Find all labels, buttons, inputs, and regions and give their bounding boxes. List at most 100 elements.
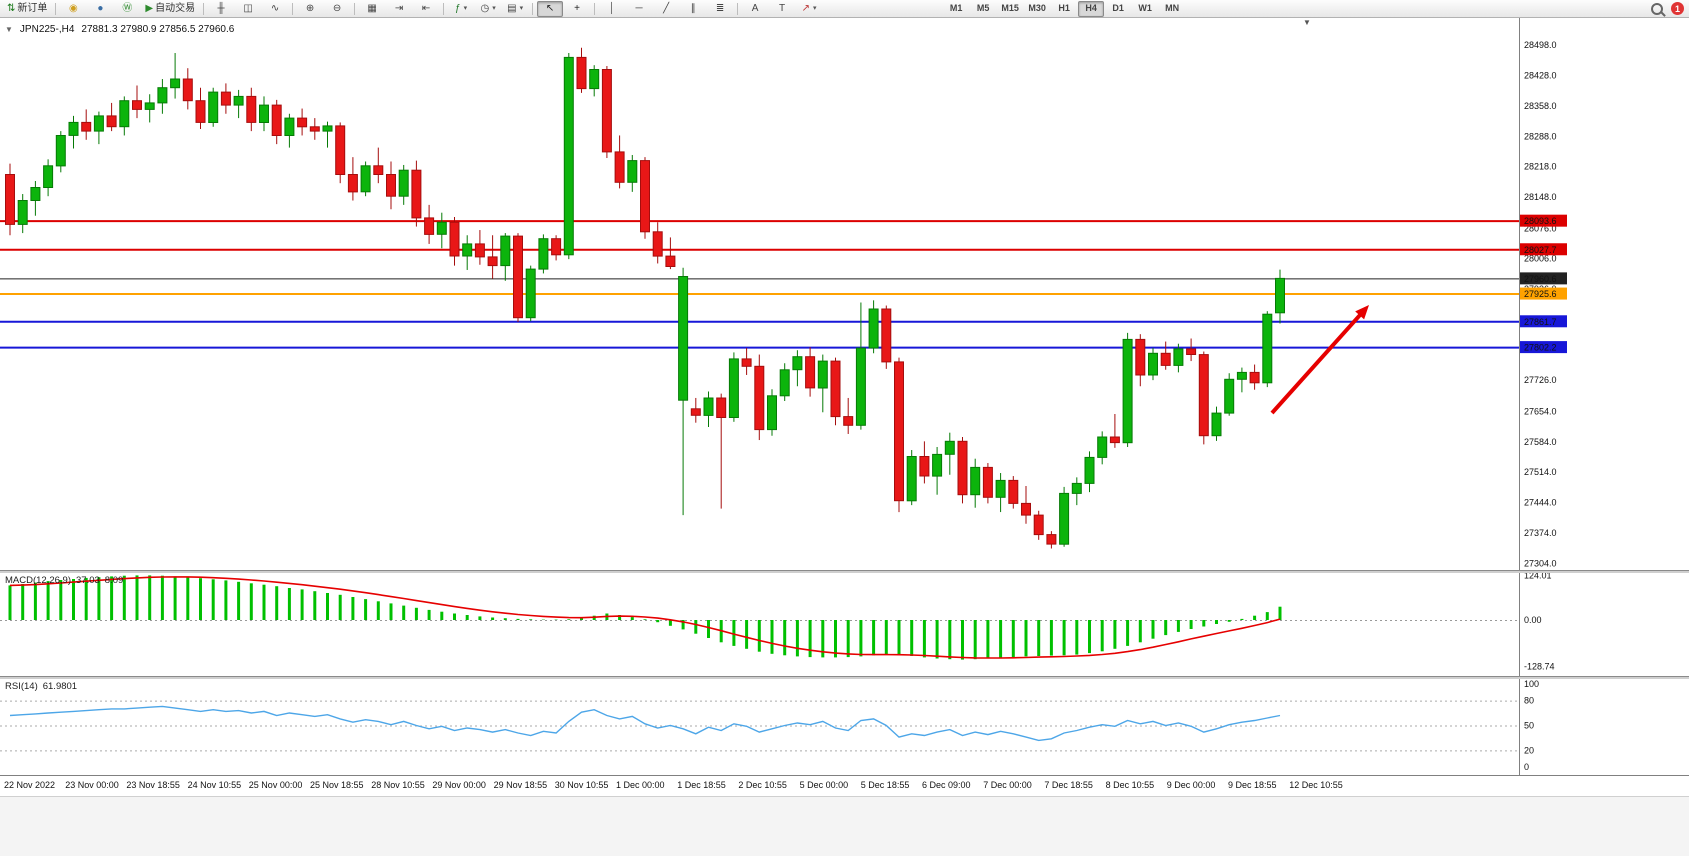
- community-icon[interactable]: ●: [87, 1, 113, 17]
- time-axis-label: 30 Nov 10:55: [554, 780, 609, 790]
- line-chart-icon: ∿: [270, 2, 280, 14]
- timeframe-m30-button[interactable]: M30: [1028, 3, 1046, 13]
- cursor-icon[interactable]: ↖: [537, 0, 564, 17]
- crosshair-icon[interactable]: +: [564, 1, 590, 17]
- svg-text:80: 80: [1524, 696, 1534, 706]
- svg-text:124.01: 124.01: [1524, 573, 1552, 580]
- time-axis-label: 22 Nov 2022: [4, 780, 56, 790]
- svg-text:28093.6: 28093.6: [1524, 216, 1557, 226]
- trend-arrow-annotation[interactable]: [1270, 305, 1369, 415]
- svg-text:27374.0: 27374.0: [1524, 528, 1557, 538]
- text-icon[interactable]: A: [742, 1, 768, 17]
- timeframe-h4-button[interactable]: H4: [1078, 0, 1105, 17]
- price-axis-ticks: 28498.0 28428.0 28358.0 28288.0 28218.0 28148…: [1524, 40, 1557, 568]
- timeframe-mn-button[interactable]: MN: [1165, 3, 1180, 13]
- panel-splitter[interactable]: [0, 570, 1689, 573]
- timeframe-m5-button[interactable]: M5: [976, 3, 990, 13]
- candlestick-series: [5, 47, 1285, 549]
- timeframe-w1-button[interactable]: W1: [1138, 3, 1152, 13]
- new-order-button: ⇅: [7, 2, 16, 14]
- tile-windows-icon: ▦: [367, 2, 377, 14]
- timeframe-d1-button[interactable]: D1: [1112, 3, 1124, 13]
- bottom-strip: [0, 796, 1689, 856]
- price-tag-27861.7[interactable]: 27861.7: [1520, 315, 1567, 328]
- svg-text:27304.0: 27304.0: [1524, 558, 1557, 568]
- price-tag-28093.6[interactable]: 28093.6: [1520, 214, 1567, 227]
- toolbar-right-group: 1: [1651, 2, 1686, 15]
- time-axis[interactable]: 22 Nov 2022 23 Nov 00:00 23 Nov 18:55 24 No…: [0, 775, 1689, 796]
- arrows-tool-icon[interactable]: ↗ ▾: [796, 1, 822, 17]
- time-axis-label: 5 Dec 18:55: [860, 780, 910, 790]
- toolbar-separator: [443, 2, 445, 15]
- svg-text:27802.2: 27802.2: [1524, 343, 1557, 353]
- toolbar-separator: [594, 2, 596, 15]
- macd-histogram: [8, 575, 1282, 660]
- time-axis-label: 12 Dec 10:55: [1289, 780, 1343, 790]
- price-tag-28027.7[interactable]: 28027.7: [1520, 243, 1567, 256]
- templates-icon[interactable]: ▤ ▾: [502, 1, 528, 17]
- fibonacci-icon[interactable]: ≣: [707, 1, 733, 17]
- rsi-axis-ticks: 100 80 50 20 0: [1524, 679, 1539, 772]
- candlestick-chart-icon: ◫: [243, 2, 253, 14]
- search-icon[interactable]: [1651, 2, 1663, 15]
- dropdown-caret-icon: ▾: [519, 5, 524, 12]
- svg-text:0.00: 0.00: [1524, 615, 1542, 625]
- main-price-chart[interactable]: 28498.0 28428.0 28358.0 28288.0 28218.0 28148…: [0, 17, 1689, 570]
- timeframe-m15-button[interactable]: M15: [1001, 3, 1019, 13]
- toolbar: ⇅ 新订单 ◉ ● Ⓦ ▶ 自动交易 ╫ ◫ ∿ ⊕ ⊖ ▦ ⇥ ⇤ ƒ ▾ ◷ ▾ ▤ ▾ ↖ + │ ─ ╱ ∥ ≣ A T ↗ ▾ M1…: [0, 0, 1689, 18]
- chart-header: ▼ JPN225-,H4 27881.3 27980.9 27856.5 279…: [5, 24, 234, 35]
- community-icon: ●: [97, 2, 104, 14]
- notification-badge[interactable]: 1: [1671, 2, 1684, 15]
- macd-indicator-panel[interactable]: 124.01 0.00 -128.74: [0, 573, 1689, 676]
- indicators-icon: ƒ: [455, 2, 461, 14]
- dropdown-caret-icon: ▾: [813, 5, 817, 12]
- chart-shift-marker[interactable]: ▼: [1303, 18, 1311, 27]
- bar-chart-icon: ╫: [217, 2, 225, 14]
- price-tag-27960.6[interactable]: 27960.6: [1520, 272, 1567, 285]
- trendline-icon[interactable]: ╱: [653, 1, 679, 17]
- time-axis-label: 2 Dec 10:55: [738, 780, 787, 790]
- horizontal-line-icon[interactable]: ─: [626, 1, 652, 17]
- zoom-in-icon: ⊕: [305, 2, 315, 14]
- one-click-trading-toggle[interactable]: ▼: [5, 25, 13, 34]
- panel-splitter[interactable]: [0, 676, 1689, 679]
- channel-icon[interactable]: ∥: [680, 1, 706, 17]
- autotrade-button-label: 自动交易: [155, 2, 196, 14]
- alerts-icon: ◉: [69, 2, 78, 14]
- toolbar-separator: [532, 2, 534, 15]
- vertical-line-icon[interactable]: │: [599, 1, 625, 17]
- new-order-button[interactable]: ⇅ 新订单: [3, 1, 51, 17]
- mql5-icon[interactable]: Ⓦ: [114, 1, 140, 17]
- time-axis-label: 1 Dec 18:55: [677, 780, 726, 790]
- macd-main-value: 37.03: [76, 575, 100, 586]
- rsi-line: [9, 705, 1281, 742]
- autotrade-button[interactable]: ▶ 自动交易: [141, 1, 199, 17]
- zoom-in-icon[interactable]: ⊕: [297, 1, 323, 17]
- rsi-label: RSI(14): [5, 681, 38, 692]
- line-chart-icon[interactable]: ∿: [262, 1, 288, 17]
- chart-ohlc-values: 27881.3 27980.9 27856.5 27960.6: [81, 24, 235, 35]
- svg-text:-128.74: -128.74: [1524, 661, 1555, 671]
- dropdown-caret-icon: ▾: [492, 5, 496, 12]
- candlestick-chart-icon[interactable]: ◫: [235, 1, 261, 17]
- time-axis-label: 23 Nov 00:00: [65, 780, 119, 790]
- chart-shift-icon[interactable]: ⇤: [413, 1, 439, 17]
- time-axis-label: 25 Nov 00:00: [248, 780, 303, 790]
- macd-axis-ticks: 124.01 0.00 -128.74: [1524, 573, 1555, 671]
- tile-windows-icon[interactable]: ▦: [359, 1, 385, 17]
- svg-text:50: 50: [1524, 721, 1534, 731]
- timeframe-h1-button[interactable]: H1: [1058, 3, 1070, 13]
- indicators-icon[interactable]: ƒ ▾: [448, 1, 474, 17]
- price-tag-27925.6[interactable]: 27925.6: [1520, 287, 1567, 300]
- price-tag-27802.2[interactable]: 27802.2: [1520, 341, 1567, 354]
- alerts-icon[interactable]: ◉: [60, 1, 86, 17]
- zoom-out-icon[interactable]: ⊖: [324, 1, 350, 17]
- bar-chart-icon[interactable]: ╫: [208, 1, 234, 17]
- horizontal-line-icon: ─: [635, 2, 643, 14]
- svg-text:27444.0: 27444.0: [1524, 498, 1557, 508]
- auto-scroll-icon[interactable]: ⇥: [386, 1, 412, 17]
- rsi-indicator-panel[interactable]: 100 80 50 20 0: [0, 679, 1689, 775]
- text-label-icon[interactable]: T: [769, 1, 795, 17]
- periods-icon[interactable]: ◷ ▾: [475, 1, 501, 17]
- timeframe-m1-button[interactable]: M1: [949, 3, 963, 13]
